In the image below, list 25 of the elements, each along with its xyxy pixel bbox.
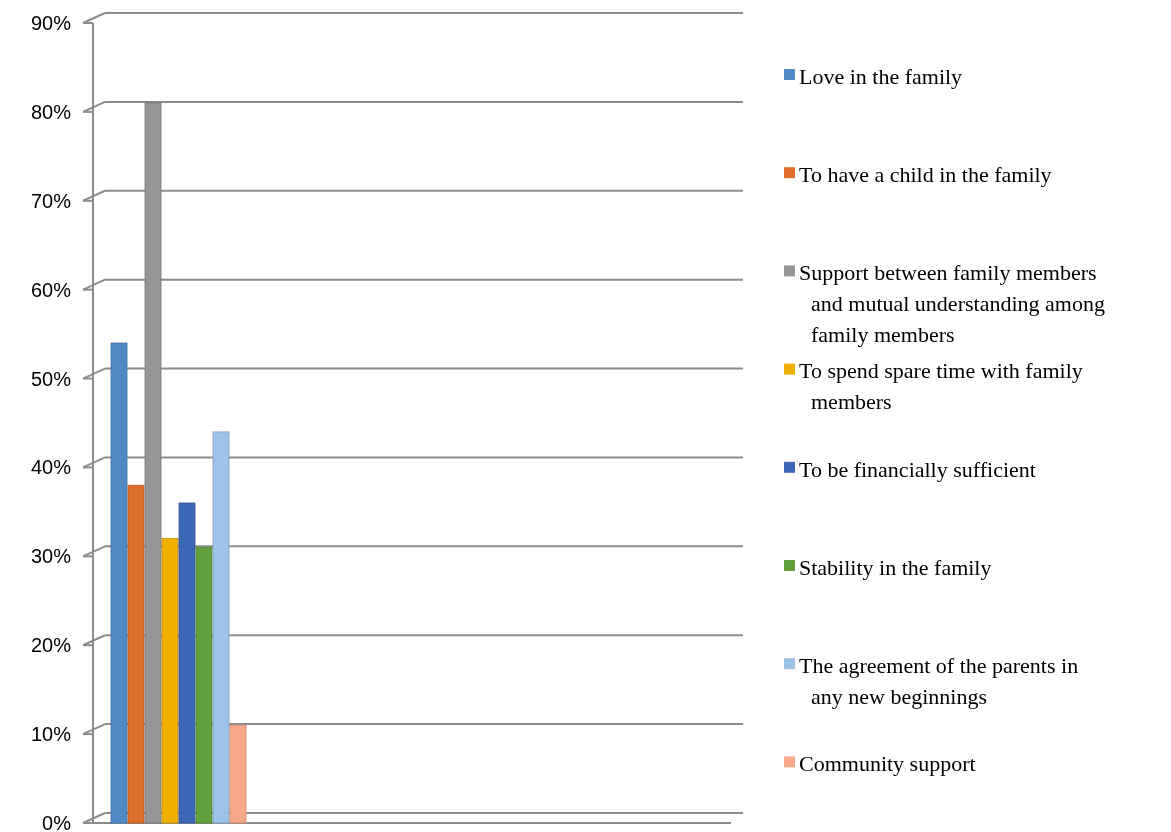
legend-label: The agreement of the parents in any new beginnings (799, 652, 1079, 709)
y-tick-label: 10% (30, 723, 72, 746)
bar (229, 724, 247, 824)
y-tick-label: 90% (30, 12, 72, 34)
bar (178, 502, 196, 824)
bar (212, 431, 230, 824)
y-tick-label: 60% (30, 278, 72, 301)
legend-label: To spend spare time with family members (799, 358, 1083, 415)
bar (110, 342, 128, 824)
y-tick-label: 40% (30, 456, 72, 479)
bar (195, 547, 213, 824)
bar (161, 538, 179, 824)
y-tick-label: 80% (30, 100, 72, 123)
y-tick-label: 30% (30, 545, 72, 568)
legend-label: Support between family members and mutual understanding among family members (799, 260, 1105, 348)
bar (127, 484, 145, 824)
legend-label: Stability in the family (799, 554, 992, 580)
legend-label: To be financially sufficient (799, 456, 1036, 482)
legend-label: Community support (799, 751, 976, 777)
legend-label: To have a child in the family (799, 161, 1052, 187)
y-tick-label: 50% (30, 367, 72, 390)
y-tick-label: 20% (30, 634, 72, 657)
y-tick-label: 0% (42, 812, 72, 832)
legend-label: Love in the family (799, 63, 963, 89)
y-tick-label: 70% (30, 189, 72, 212)
